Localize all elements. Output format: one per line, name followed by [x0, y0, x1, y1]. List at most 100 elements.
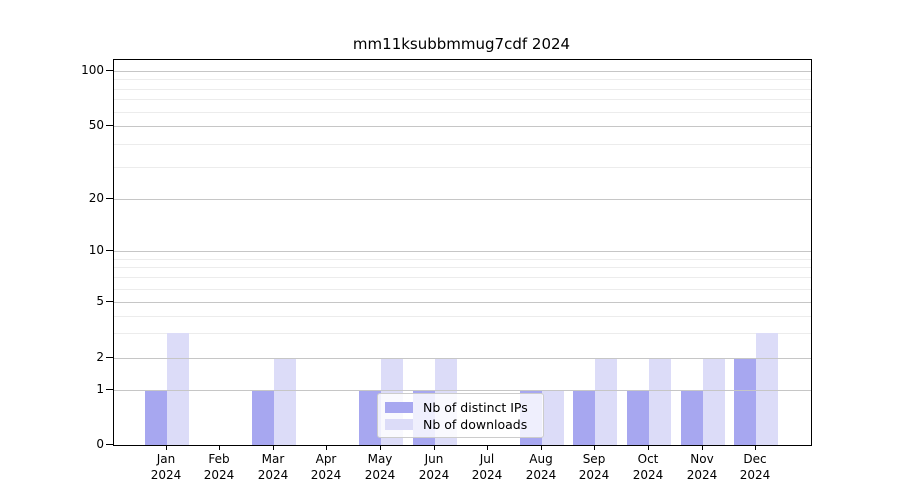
x-tick-label-may: May 2024 [348, 451, 412, 483]
x-tick-label-year: 2024 [364, 468, 396, 482]
y-tick-label-5: 5 [96, 294, 104, 308]
y-tick-label-2: 2 [96, 350, 104, 364]
x-tick-mark-dec [755, 445, 756, 450]
x-tick-label-oct: Oct 2024 [616, 451, 680, 483]
gridline-minor-9 [114, 259, 811, 260]
bar-downloads-aug [542, 390, 564, 445]
gridline-20 [114, 199, 811, 200]
bar-downloads-oct [649, 358, 671, 445]
gridline-minor-4 [114, 316, 811, 317]
x-tick-label-month: Mar [261, 452, 285, 466]
legend-swatch-downloads [385, 418, 413, 430]
x-tick-mark-mar [273, 445, 274, 450]
x-tick-mark-aug [541, 445, 542, 450]
x-tick-label-month: Nov [690, 452, 714, 466]
bar-distinct-ips-dec [734, 358, 756, 445]
legend-label-downloads: Nb of downloads [423, 416, 528, 432]
gridline-5 [114, 302, 811, 303]
x-tick-label-nov: Nov 2024 [670, 451, 734, 483]
x-tick-label-year: 2024 [739, 468, 771, 482]
x-tick-label-mar: Mar 2024 [241, 451, 305, 483]
x-tick-mark-jan [166, 445, 167, 450]
bar-downloads-sep [595, 358, 617, 445]
x-tick-label-month: Sep [582, 452, 606, 466]
gridline-minor-80 [114, 89, 811, 90]
x-tick-label-aug: Aug 2024 [509, 451, 573, 483]
x-tick-label-year: 2024 [418, 468, 450, 482]
x-tick-mark-feb [219, 445, 220, 450]
y-tick-label-10: 10 [88, 243, 104, 257]
x-tick-label-year: 2024 [578, 468, 610, 482]
x-tick-label-feb: Feb 2024 [187, 451, 251, 483]
bar-distinct-ips-oct [627, 390, 649, 445]
x-tick-label-month: Jul [479, 452, 495, 466]
y-tick-label-0: 0 [96, 437, 104, 451]
y-tick-mark-10 [106, 250, 113, 251]
gridline-minor-6 [114, 289, 811, 290]
legend-swatch-distinct-ips [385, 401, 413, 413]
legend-row-downloads: Nb of downloads [385, 416, 537, 432]
y-tick-mark-2 [106, 357, 113, 358]
gridline-minor-70 [114, 99, 811, 100]
bar-distinct-ips-mar [252, 390, 274, 445]
x-tick-mark-jun [434, 445, 435, 450]
gridline-2 [114, 358, 811, 359]
bar-downloads-jan [167, 333, 189, 445]
gridline-100 [114, 71, 811, 72]
y-tick-mark-1 [106, 389, 113, 390]
gridline-minor-40 [114, 144, 811, 145]
x-tick-label-dec: Dec 2024 [723, 451, 787, 483]
gridline-10 [114, 251, 811, 252]
y-tick-mark-20 [106, 198, 113, 199]
y-tick-mark-0 [106, 444, 113, 445]
legend-row-distinct-ips: Nb of distinct IPs [385, 399, 537, 415]
gridline-50 [114, 126, 811, 127]
y-tick-label-100: 100 [81, 63, 104, 77]
x-tick-label-jun: Jun 2024 [402, 451, 466, 483]
x-tick-label-jul: Jul 2024 [455, 451, 519, 483]
x-tick-label-month: Jan [156, 452, 176, 466]
x-tick-label-month: Feb [208, 452, 230, 466]
chart-title: mm11ksubbmmug7cdf 2024 [352, 35, 571, 53]
x-tick-mark-sep [594, 445, 595, 450]
x-tick-label-month: Aug [529, 452, 553, 466]
gridline-minor-3 [114, 333, 811, 334]
legend-label-distinct-ips: Nb of distinct IPs [423, 399, 528, 415]
x-tick-label-sep: Sep 2024 [562, 451, 626, 483]
bar-distinct-ips-may [359, 390, 381, 445]
x-tick-label-month: Apr [315, 452, 337, 466]
y-tick-label-1: 1 [96, 382, 104, 396]
x-tick-label-month: Jun [424, 452, 444, 466]
gridline-minor-90 [114, 79, 811, 80]
x-tick-mark-oct [648, 445, 649, 450]
bar-downloads-nov [703, 358, 725, 445]
y-tick-label-20: 20 [88, 191, 104, 205]
gridline-minor-30 [114, 167, 811, 168]
x-tick-label-month: May [367, 452, 393, 466]
bar-distinct-ips-jan [145, 390, 167, 445]
y-tick-mark-5 [106, 301, 113, 302]
x-tick-label-year: 2024 [203, 468, 235, 482]
x-tick-label-year: 2024 [150, 468, 182, 482]
x-tick-label-year: 2024 [686, 468, 718, 482]
y-tick-label-50: 50 [88, 118, 104, 132]
y-tick-mark-100 [106, 70, 113, 71]
plot-area: Nb of distinct IPs Nb of downloads [113, 59, 812, 446]
legend: Nb of distinct IPs Nb of downloads [377, 393, 544, 438]
bar-downloads-mar [274, 358, 296, 445]
x-tick-label-year: 2024 [257, 468, 289, 482]
gridline-minor-8 [114, 267, 811, 268]
x-tick-label-apr: Apr 2024 [294, 451, 358, 483]
x-tick-label-year: 2024 [310, 468, 342, 482]
bar-distinct-ips-nov [681, 390, 703, 445]
bar-distinct-ips-sep [573, 390, 595, 445]
x-tick-label-month: Oct [637, 452, 659, 466]
x-tick-label-jan: Jan 2024 [134, 451, 198, 483]
x-tick-label-month: Dec [743, 452, 767, 466]
gridline-1 [114, 390, 811, 391]
bar-downloads-dec [756, 333, 778, 445]
gridline-minor-7 [114, 277, 811, 278]
gridline-minor-60 [114, 112, 811, 113]
x-tick-label-year: 2024 [471, 468, 503, 482]
